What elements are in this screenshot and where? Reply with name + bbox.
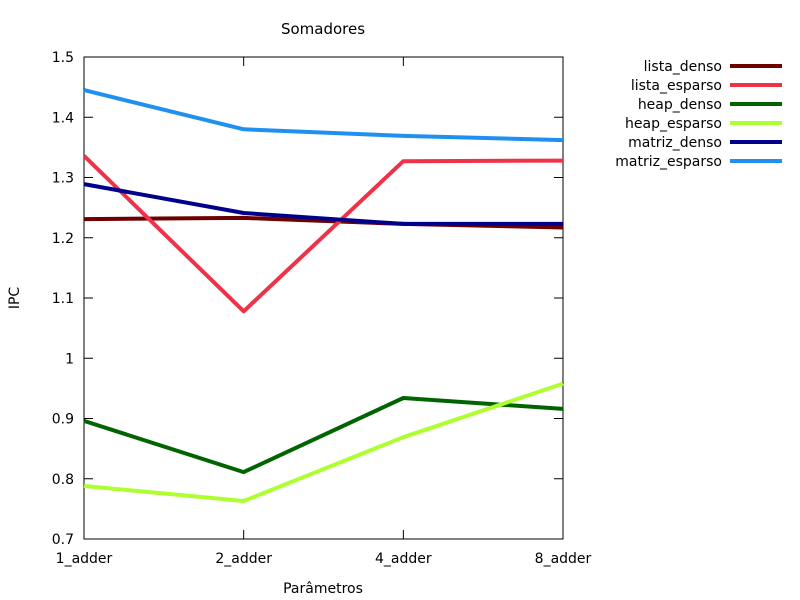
chart-title: Somadores <box>281 20 365 38</box>
y-tick-label: 0.9 <box>52 412 74 428</box>
x-tick-label: 4_adder <box>375 551 432 567</box>
y-axis: 0.7 0.8 0.9 1 1.1 1.2 1.3 1.4 1.5 <box>52 50 563 548</box>
legend: lista_denso lista_esparso heap_denso heap_e… <box>615 59 782 170</box>
y-tick-label: 1.2 <box>52 231 74 247</box>
y-tick-label: 1.1 <box>52 291 74 307</box>
x-tick-label: 2_adder <box>215 551 272 567</box>
legend-label: matriz_denso <box>628 135 722 151</box>
y-tick-label: 0.7 <box>52 532 74 548</box>
legend-label: lista_denso <box>644 59 722 75</box>
x-axis: 1_adder 2_adder 4_adder 8_adder <box>56 57 592 567</box>
x-tick-label: 1_adder <box>56 551 113 567</box>
series-line-matriz-esparso <box>83 88 564 143</box>
legend-label: heap_denso <box>638 97 722 113</box>
y-tick-label: 1.4 <box>52 110 74 126</box>
series-line-heap-denso <box>83 396 564 475</box>
x-axis-label: Parâmetros <box>283 581 363 597</box>
y-tick-label: 1 <box>65 351 74 367</box>
y-tick-label: 1.3 <box>52 171 74 187</box>
x-tick-label: 8_adder <box>535 551 592 567</box>
series-line-heap-esparso <box>83 381 564 503</box>
y-tick-label: 0.8 <box>52 472 74 488</box>
series-lines <box>82 88 564 503</box>
legend-label: heap_esparso <box>625 116 722 132</box>
y-tick-label: 1.5 <box>52 50 74 66</box>
legend-label: lista_esparso <box>631 78 722 94</box>
legend-label: matriz_esparso <box>615 154 722 170</box>
series-line-lista-esparso <box>82 154 564 314</box>
plot-frame <box>83 56 564 540</box>
series-line-matriz-denso <box>83 182 563 226</box>
y-axis-label: IPC <box>7 287 23 310</box>
